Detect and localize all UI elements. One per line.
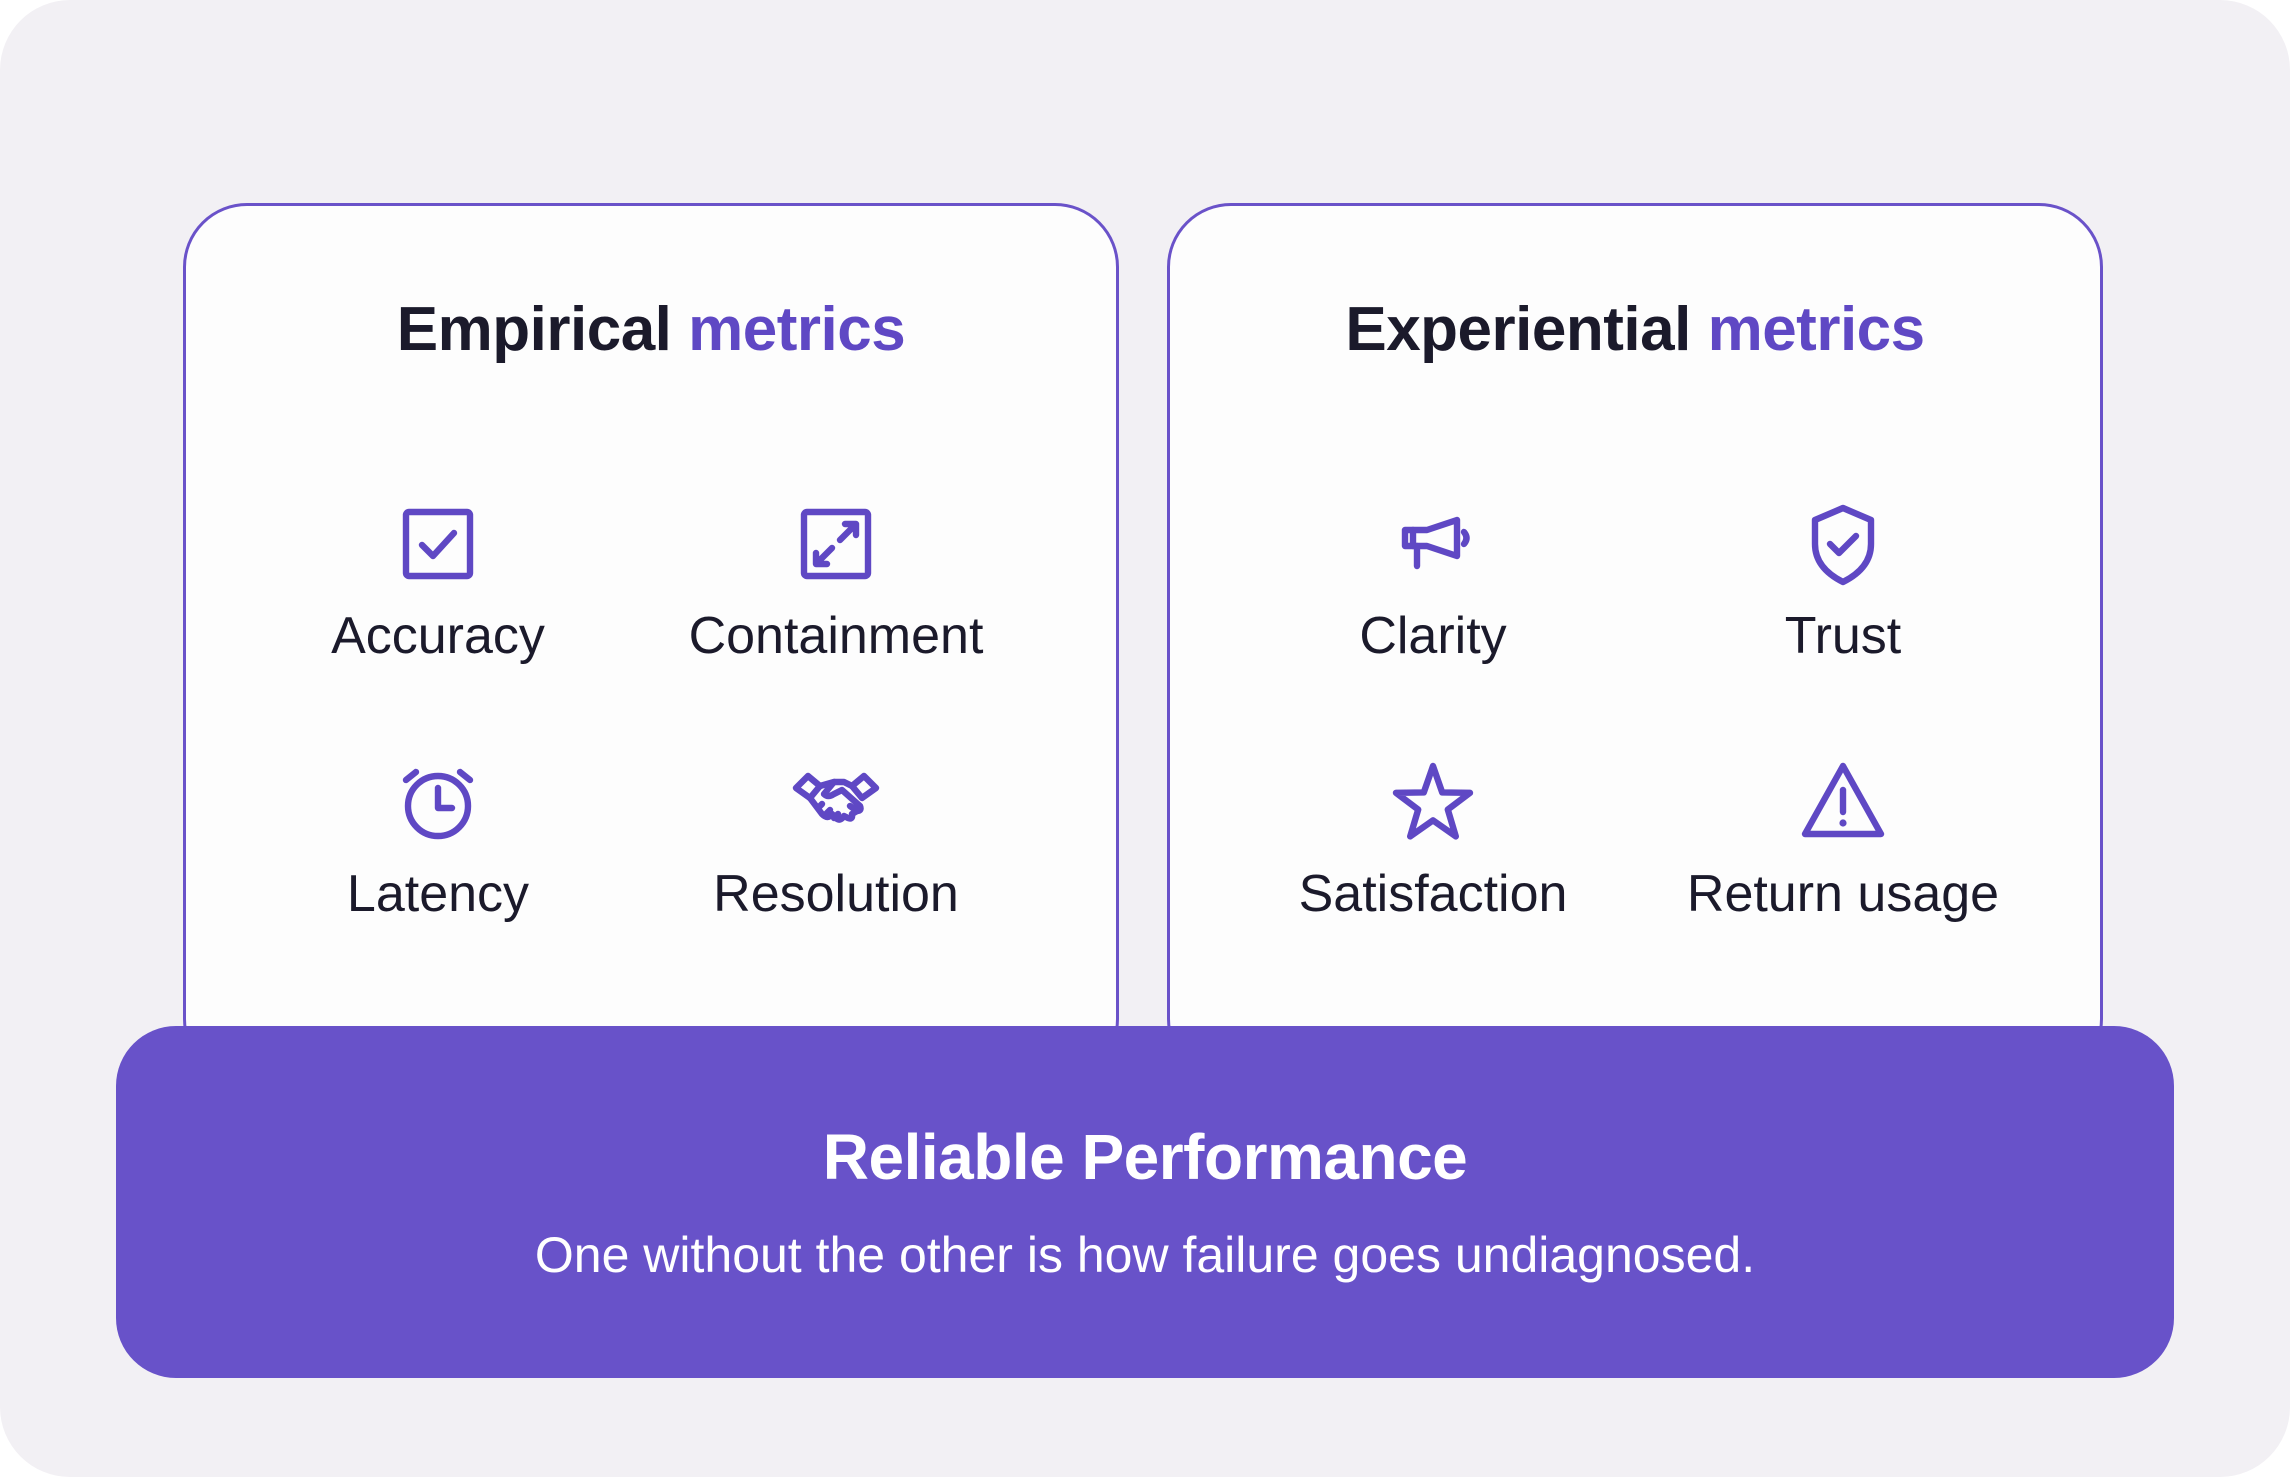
metric-label: Clarity	[1359, 607, 1507, 665]
metric-label: Satisfaction	[1298, 865, 1568, 923]
experiential-card-title: Experiential metrics	[1170, 294, 2100, 365]
card-title-main: Experiential	[1345, 295, 1691, 364]
metric-accuracy: Accuracy	[228, 496, 648, 666]
metric-return-usage: Return usage	[1633, 754, 2053, 924]
card-title-main: Empirical	[396, 295, 672, 364]
metric-latency: Latency	[228, 754, 648, 924]
metric-label: Latency	[346, 865, 530, 923]
star-icon	[1392, 762, 1474, 840]
metric-label: Return usage	[1686, 865, 2000, 923]
metric-label: Trust	[1784, 607, 1902, 665]
metric-clarity: Clarity	[1223, 496, 1643, 666]
checkbox-icon	[402, 508, 474, 580]
warning-triangle-icon	[1801, 762, 1885, 838]
banner-title: Reliable Performance	[822, 1121, 1468, 1193]
handshake-icon	[792, 772, 880, 823]
shield-check-icon	[1811, 504, 1875, 586]
megaphone-icon	[1401, 516, 1470, 570]
empirical-card-title: Empirical metrics	[186, 294, 1116, 365]
empirical-metrics-card: Empirical metrics Accuracy Containment	[183, 203, 1119, 1083]
banner-subtitle: One without the other is how failure goe…	[534, 1227, 1756, 1283]
reliable-performance-banner: Reliable Performance One without the oth…	[116, 1026, 2174, 1378]
metric-containment: Containment	[626, 496, 1046, 666]
experiential-metrics-card: Experiential metrics Clarity Trust Sat	[1167, 203, 2103, 1083]
alarm-clock-icon	[402, 768, 474, 840]
metric-trust: Trust	[1633, 496, 2053, 666]
metric-label: Resolution	[713, 865, 959, 923]
metric-label: Containment	[688, 607, 984, 665]
metric-label: Accuracy	[331, 607, 545, 665]
card-title-accent: metrics	[688, 295, 906, 364]
expand-arrows-icon	[800, 508, 872, 580]
metric-satisfaction: Satisfaction	[1223, 754, 1643, 924]
card-title-accent: metrics	[1707, 295, 1926, 364]
metric-resolution: Resolution	[626, 754, 1046, 924]
